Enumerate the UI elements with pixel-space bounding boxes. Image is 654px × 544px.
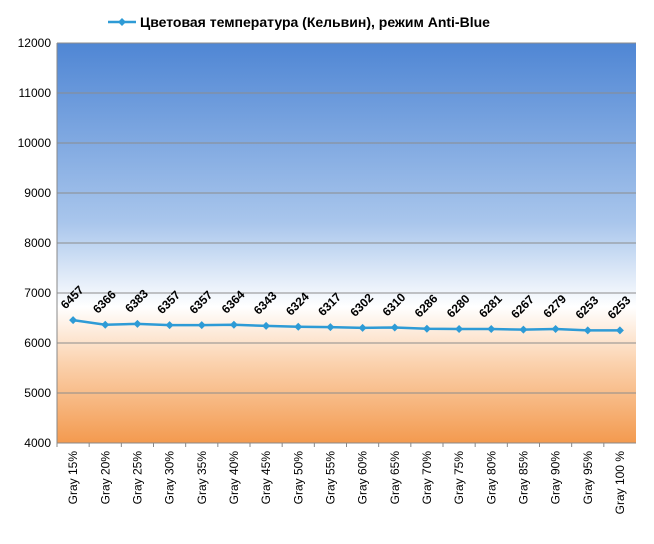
y-tick-label: 10000	[18, 136, 52, 150]
marker	[101, 320, 110, 329]
marker	[615, 326, 624, 335]
x-tick-label: Gray 50%	[291, 451, 305, 505]
x-tick-label: Gray 45%	[259, 451, 273, 505]
y-tick-label: 8000	[24, 236, 51, 250]
marker	[583, 326, 592, 335]
marker	[519, 325, 528, 334]
x-tick-label: Gray 15%	[66, 451, 80, 505]
marker	[422, 324, 431, 333]
x-tick-label: Gray 80%	[484, 451, 498, 505]
legend-marker	[118, 18, 126, 26]
x-tick-label: Gray 85%	[516, 451, 530, 505]
x-tick-label: Gray 20%	[98, 451, 112, 505]
x-tick-label: Gray 75%	[452, 451, 466, 505]
y-tick-label: 7000	[24, 286, 51, 300]
y-tick-label: 6000	[24, 336, 51, 350]
marker	[390, 323, 399, 332]
legend-label: Цветовая температура (Кельвин), режим An…	[140, 14, 490, 30]
marker	[326, 323, 335, 332]
x-tick-label: Gray 95%	[581, 451, 595, 505]
x-tick-label: Gray 65%	[388, 451, 402, 505]
x-tick-label: Gray 55%	[323, 451, 337, 505]
marker	[487, 324, 496, 333]
x-tick-label: Gray 60%	[356, 451, 370, 505]
marker	[165, 321, 174, 330]
y-tick-label: 9000	[24, 186, 51, 200]
marker	[133, 319, 142, 328]
line	[72, 318, 620, 332]
marker	[229, 320, 238, 329]
x-tick-label: Gray 35%	[195, 451, 209, 505]
x-tick-label: Gray 25%	[130, 451, 144, 505]
y-tick-label: 4000	[24, 436, 51, 450]
x-tick-label: Gray 70%	[420, 451, 434, 505]
marker	[197, 321, 206, 330]
marker	[262, 321, 271, 330]
x-tick-label: Gray 40%	[227, 451, 241, 505]
x-tick-label: Gray 90%	[549, 451, 563, 505]
marker	[358, 323, 367, 332]
y-tick-label: 12000	[18, 36, 52, 50]
marker	[455, 325, 464, 333]
x-tick-label: Gray 30%	[163, 451, 177, 505]
y-tick-label: 11000	[19, 86, 52, 100]
x-tick-label: Gray 100 %	[613, 451, 627, 515]
marker	[69, 316, 78, 325]
marker	[551, 325, 560, 334]
y-tick-label: 5000	[24, 386, 51, 400]
marker	[294, 322, 303, 331]
